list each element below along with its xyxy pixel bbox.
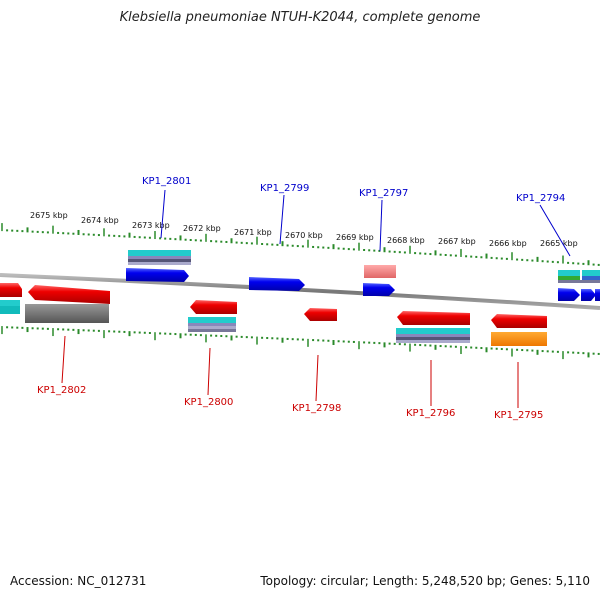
kbp-label: 2667 kbp	[438, 237, 476, 246]
kbp-label: 2670 kbp	[285, 231, 323, 240]
kbp-label: 2671 kbp	[234, 228, 272, 237]
genome-stats-text: Topology: circular; Length: 5,248,520 bp…	[260, 574, 590, 588]
kbp-label: 2673 kbp	[132, 221, 170, 230]
feature-stripe-bar[interactable]	[396, 334, 470, 337]
feature-gray-bar[interactable]	[25, 304, 109, 323]
feature-pink-bar[interactable]	[364, 265, 396, 278]
accession-text: Accession: NC_012731	[10, 574, 147, 588]
feature-cyan-bar[interactable]	[188, 317, 236, 323]
gene-label-kp1-2794[interactable]: KP1_2794	[516, 193, 565, 204]
feature-orange-bar[interactable]	[491, 332, 547, 346]
feature-cyan-bar[interactable]	[128, 250, 191, 256]
gene-arrow-kp1-2802[interactable]	[28, 285, 110, 304]
kbp-label-group: 2675 kbp 2674 kbp 2673 kbp 2672 kbp 2671…	[30, 211, 578, 248]
map-title: Klebsiella pneumoniae NTUH-K2044, comple…	[119, 10, 481, 25]
leader-line-kp1-2797	[379, 199, 383, 252]
feature-stripe-bar[interactable]	[396, 337, 470, 340]
feature-stripe-bar[interactable]	[396, 340, 470, 343]
feature-cyan-bar[interactable]	[558, 270, 580, 276]
gene-arrow-kp1-2798[interactable]	[304, 308, 337, 321]
gene-arrow-kp1-2796[interactable]	[397, 311, 470, 325]
feature-cyan-bar[interactable]	[582, 270, 600, 276]
gene-label-kp1-2796[interactable]: KP1_2796	[406, 408, 455, 419]
gene-arrow-plus[interactable]	[581, 289, 596, 301]
minus-strand-features	[0, 283, 547, 346]
gene-arrow-kp1-2801[interactable]	[126, 268, 189, 282]
gene-label-kp1-2798[interactable]: KP1_2798	[292, 403, 341, 414]
feature-stripe-bar[interactable]	[582, 276, 600, 280]
feature-cyan-bar[interactable]	[0, 300, 20, 306]
gene-arrow-kp1-2800[interactable]	[190, 300, 237, 314]
feature-stripe-bar[interactable]	[558, 280, 600, 283]
feature-stripe-bar[interactable]	[188, 326, 236, 329]
leader-line-kp1-2798	[315, 354, 319, 402]
leader-line-kp1-2799	[279, 194, 285, 245]
gene-arrow-plus[interactable]	[595, 289, 600, 301]
gene-label-kp1-2801[interactable]: KP1_2801	[142, 176, 191, 187]
kbp-label: 2668 kbp	[387, 236, 425, 245]
gene-arrow-minus[interactable]	[0, 283, 22, 297]
gene-label-kp1-2802[interactable]: KP1_2802	[37, 385, 86, 396]
feature-green-bar[interactable]	[558, 276, 580, 280]
gene-arrow-kp1-2799[interactable]	[249, 277, 305, 291]
feature-stripe-bar[interactable]	[128, 256, 191, 259]
gene-labels: KP1_2801 KP1_2799 KP1_2797 KP1_2794 KP1_…	[37, 176, 565, 421]
feature-cyan-bar[interactable]	[396, 328, 470, 334]
leader-line-kp1-2800	[207, 347, 211, 396]
kbp-label: 2665 kbp	[540, 239, 578, 248]
gene-label-kp1-2800[interactable]: KP1_2800	[184, 397, 233, 408]
kbp-label: 2674 kbp	[81, 216, 119, 225]
upper-tick-scale	[1, 223, 600, 266]
plus-strand-features	[126, 250, 600, 301]
gene-arrow-kp1-2794[interactable]	[558, 288, 580, 301]
feature-stripe-bar[interactable]	[188, 329, 236, 332]
leader-line-kp1-2801	[160, 189, 166, 239]
feature-stripe-bar[interactable]	[128, 262, 191, 265]
gene-arrow-kp1-2795[interactable]	[491, 314, 547, 328]
feature-stripe-bar[interactable]	[128, 259, 191, 262]
leader-line-kp1-2802	[61, 335, 66, 384]
label-leader-lines	[61, 189, 571, 408]
kbp-label: 2666 kbp	[489, 239, 527, 248]
gene-label-kp1-2797[interactable]: KP1_2797	[359, 188, 408, 199]
leader-line-kp1-2794	[539, 204, 571, 257]
gene-arrow-kp1-2797[interactable]	[363, 283, 395, 296]
gene-label-kp1-2795[interactable]: KP1_2795	[494, 410, 543, 421]
kbp-label: 2675 kbp	[30, 211, 68, 220]
gene-label-kp1-2799[interactable]: KP1_2799	[260, 183, 309, 194]
lower-tick-scale	[1, 326, 600, 360]
kbp-label: 2669 kbp	[336, 233, 374, 242]
feature-stripe-bar[interactable]	[188, 323, 236, 326]
feature-cyan-bar[interactable]	[0, 306, 20, 314]
kbp-label: 2672 kbp	[183, 224, 221, 233]
